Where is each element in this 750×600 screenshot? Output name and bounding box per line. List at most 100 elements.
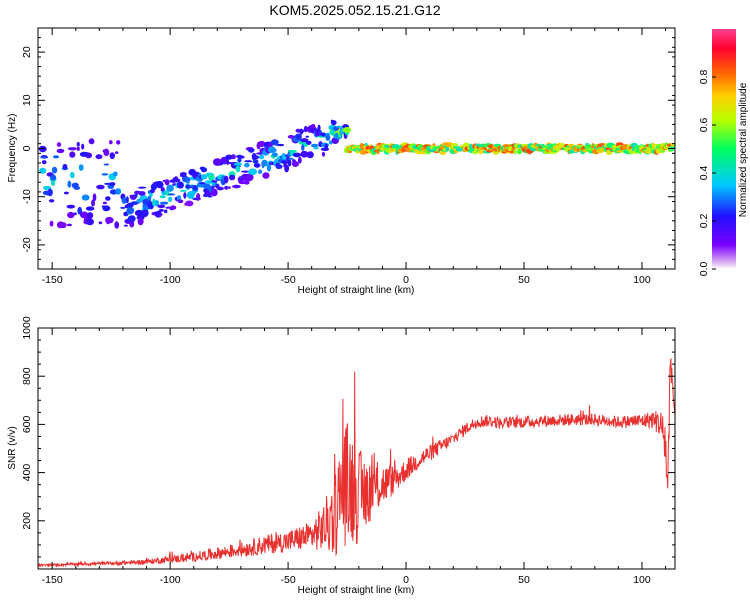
- heatmap-cell: [306, 151, 314, 159]
- heatmap-cell: [364, 142, 368, 147]
- snr-ticks: -150 -100 -50 0 50 100 200 400 600 800 1000: [21, 316, 675, 586]
- heatmap-cell: [157, 204, 166, 209]
- heatmap-cell: [105, 196, 111, 201]
- figure-title: KOM5.2025.052.15.21.G12: [269, 2, 440, 18]
- heatmap-cell: [137, 217, 144, 226]
- heatmap-cell: [477, 149, 485, 155]
- heatmap-cell: [207, 195, 213, 198]
- heatmap-cell: [41, 160, 47, 165]
- heatmap-cell: [63, 191, 69, 195]
- heatmap-cell: [287, 159, 292, 167]
- heatmap-cell: [301, 144, 305, 151]
- heatmap-cell: [127, 215, 136, 223]
- heatmap-cell: [134, 209, 144, 217]
- heatmap-cell: [78, 164, 84, 171]
- heatmap-cell: [275, 164, 283, 170]
- heatmap-cell: [240, 170, 250, 173]
- x-tick-label: -100: [160, 274, 181, 286]
- heatmap-cell: [243, 162, 250, 168]
- heatmap-cell: [86, 212, 94, 219]
- y-tick-label: -20: [21, 237, 33, 252]
- heatmap-cell: [288, 149, 297, 153]
- heatmap-cell: [284, 164, 290, 173]
- y-tick-label: 1000: [21, 316, 33, 340]
- heatmap-cell: [98, 221, 103, 225]
- colorbar-tick-label: 0.0: [698, 262, 710, 277]
- heatmap-cell: [228, 174, 236, 181]
- heatmap-cell: [60, 222, 67, 229]
- heatmap-cell: [313, 147, 319, 150]
- heatmap-cell: [50, 180, 56, 186]
- heatmap-cell: [130, 195, 137, 200]
- heatmap-cell: [92, 193, 97, 202]
- heatmap-cell: [76, 142, 80, 147]
- x-tick-label: 50: [518, 274, 530, 286]
- heatmap-cell: [96, 184, 105, 190]
- heatmap-cell: [73, 212, 77, 216]
- heatmap-cell: [317, 124, 321, 131]
- y-tick-label: 800: [21, 367, 33, 385]
- heatmap-cell: [91, 199, 96, 207]
- heatmap-cell: [247, 148, 255, 152]
- heatmap-cell: [123, 224, 128, 227]
- heatmap-cell: [171, 178, 181, 183]
- heatmap-cell: [101, 173, 109, 176]
- colorbar-tick-label: 0.6: [698, 118, 710, 133]
- heatmap-cell: [105, 216, 114, 224]
- colorbar-tick-label: 0.2: [698, 214, 710, 229]
- heatmap-cell: [129, 220, 135, 228]
- heatmap-cell: [85, 206, 95, 211]
- y-tick-label: 0: [21, 145, 33, 151]
- x-tick-label: -100: [160, 574, 181, 586]
- heatmap-cell: [47, 188, 53, 197]
- snr-xlabel: Height of straight line (km): [298, 585, 415, 596]
- heatmap-cell: [166, 184, 174, 192]
- heatmap-cell: [159, 195, 166, 199]
- heatmap-cell: [305, 135, 310, 138]
- heatmap-cell: [196, 193, 201, 201]
- heatmap-cell: [299, 128, 304, 135]
- heatmap-cell: [158, 208, 164, 212]
- heatmap-cell: [321, 151, 326, 157]
- x-tick-label: 0: [403, 574, 409, 586]
- heatmap-cell: [227, 186, 231, 189]
- y-tick-label: -10: [21, 189, 33, 204]
- heatmap-cell: [200, 167, 208, 173]
- heatmap-cell: [483, 147, 488, 151]
- heatmap-cell: [294, 133, 302, 140]
- heatmap-cell: [53, 155, 60, 159]
- heatmap-cell: [244, 160, 253, 163]
- heatmap-cell: [291, 161, 300, 167]
- heatmap-cell: [176, 195, 182, 201]
- heatmap-cell: [248, 168, 258, 175]
- heatmap-cell: [95, 154, 103, 160]
- heatmap-cell: [169, 205, 177, 210]
- heatmap-cell: [51, 166, 58, 174]
- heatmap-cell: [243, 180, 250, 185]
- heatmap-cell: [102, 201, 107, 205]
- heatmap-cell: [85, 152, 93, 159]
- heatmap-cell: [645, 143, 650, 148]
- heatmap-cell: [298, 156, 302, 164]
- heatmap-cell: [232, 184, 241, 189]
- heatmap-cell: [109, 182, 116, 187]
- heatmap-cell: [335, 125, 344, 128]
- heatmap-cell: [342, 127, 352, 133]
- heatmap-cell: [125, 196, 129, 204]
- heatmap-cell: [103, 148, 110, 157]
- heatmap-cell: [258, 169, 263, 175]
- heatmap-cell: [49, 220, 54, 227]
- heatmap-cell: [185, 200, 194, 207]
- x-tick-label: 50: [518, 574, 530, 586]
- heatmap-cell: [324, 144, 329, 150]
- heatmap-cell: [223, 175, 229, 184]
- x-tick-label: 100: [633, 574, 651, 586]
- x-tick-label: 100: [633, 274, 651, 286]
- heatmap-cell: [266, 163, 272, 172]
- heatmap-cell: [300, 138, 309, 143]
- heatmap-cell: [160, 187, 165, 192]
- heatmap-cell: [86, 218, 94, 226]
- heatmap-cell: [67, 147, 77, 151]
- heatmap-cell: [48, 199, 55, 203]
